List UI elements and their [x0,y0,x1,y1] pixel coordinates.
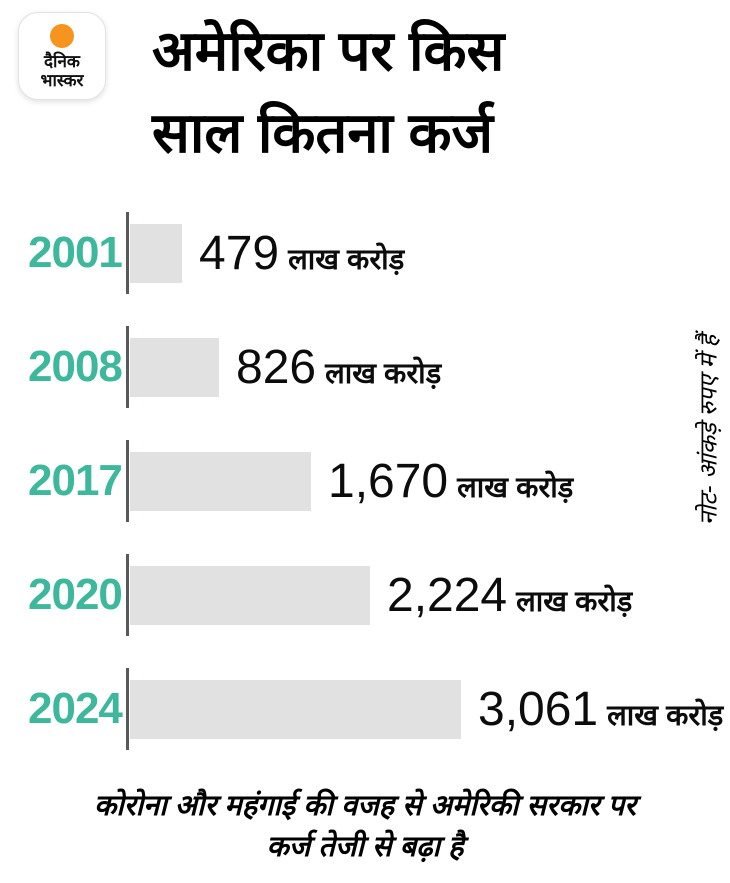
value-label-2017: 1,670 लाख करोड़ [328,454,573,509]
chart-row-2008: 2008 826 लाख करोड़ [28,310,708,424]
value-unit-label: लाख करोड़ [457,471,574,504]
sun-dot-icon [50,24,74,48]
bar-chart: 2001 479 लाख करोड़ 2008 826 लाख करोड़ 2017 1,67… [28,196,723,766]
value-label-2024: 3,061 लाख करोड़ [478,682,723,737]
year-label-2017: 2017 [28,456,123,505]
value-label-2008: 826 लाख करोड़ [236,340,441,395]
caption-line2: कर्ज तेजी से बढ़ा है [266,831,464,863]
value-number-2024: 3,061 [478,682,599,736]
bar-2024 [130,679,461,739]
axis-tick [126,212,129,294]
axis-tick [126,440,129,522]
dainik-bhaskar-logo: दैनिक भास्कर [18,12,106,100]
value-number-2008: 826 [236,340,317,394]
value-number-2017: 1,670 [328,454,449,508]
year-label-2008: 2008 [28,342,123,391]
bar-2017 [130,451,311,511]
chart-row-2020: 2020 2,224 लाख करोड़ [28,538,708,652]
value-label-2001: 479 लाख करोड़ [199,226,404,281]
value-label-2020: 2,224 लाख करोड़ [387,568,632,623]
logo-text-line1: दैनिक [44,52,80,71]
value-unit-label: लाख करोड़ [288,243,405,276]
note-vertical: नोट- आंकड़े रुपए में हैं [695,334,723,526]
chart-row-2017: 2017 1,670 लाख करोड़ [28,424,708,538]
value-unit-label: लाख करोड़ [607,699,724,732]
bar-2008 [130,337,219,397]
logo-text-line2: भास्कर [40,71,84,90]
year-label-2001: 2001 [28,228,123,277]
page-title-line2: साल कितना कर्ज [152,101,494,164]
axis-tick [126,326,129,408]
caption-line1: कोरोना और महंगाई की वजह से अमेरिकी सरकार… [93,790,637,822]
bar-2001 [130,223,182,283]
value-number-2001: 479 [199,226,280,280]
value-number-2020: 2,224 [387,568,508,622]
year-label-2020: 2020 [28,570,123,619]
value-unit-label: लाख करोड़ [516,585,633,618]
caption: कोरोना और महंगाई की वजह से अमेरिकी सरकार… [0,786,730,868]
year-label-2024: 2024 [28,684,123,733]
page-title: अमेरिका पर किस साल कितना कर्ज [152,10,504,174]
bar-2020 [130,565,370,625]
axis-tick [126,554,129,636]
page-title-line1: अमेरिका पर किस [152,19,505,82]
chart-row-2024: 2024 3,061 लाख करोड़ [28,652,723,766]
chart-row-2001: 2001 479 लाख करोड़ [28,196,708,310]
axis-tick [126,668,129,750]
value-unit-label: लाख करोड़ [325,357,442,390]
